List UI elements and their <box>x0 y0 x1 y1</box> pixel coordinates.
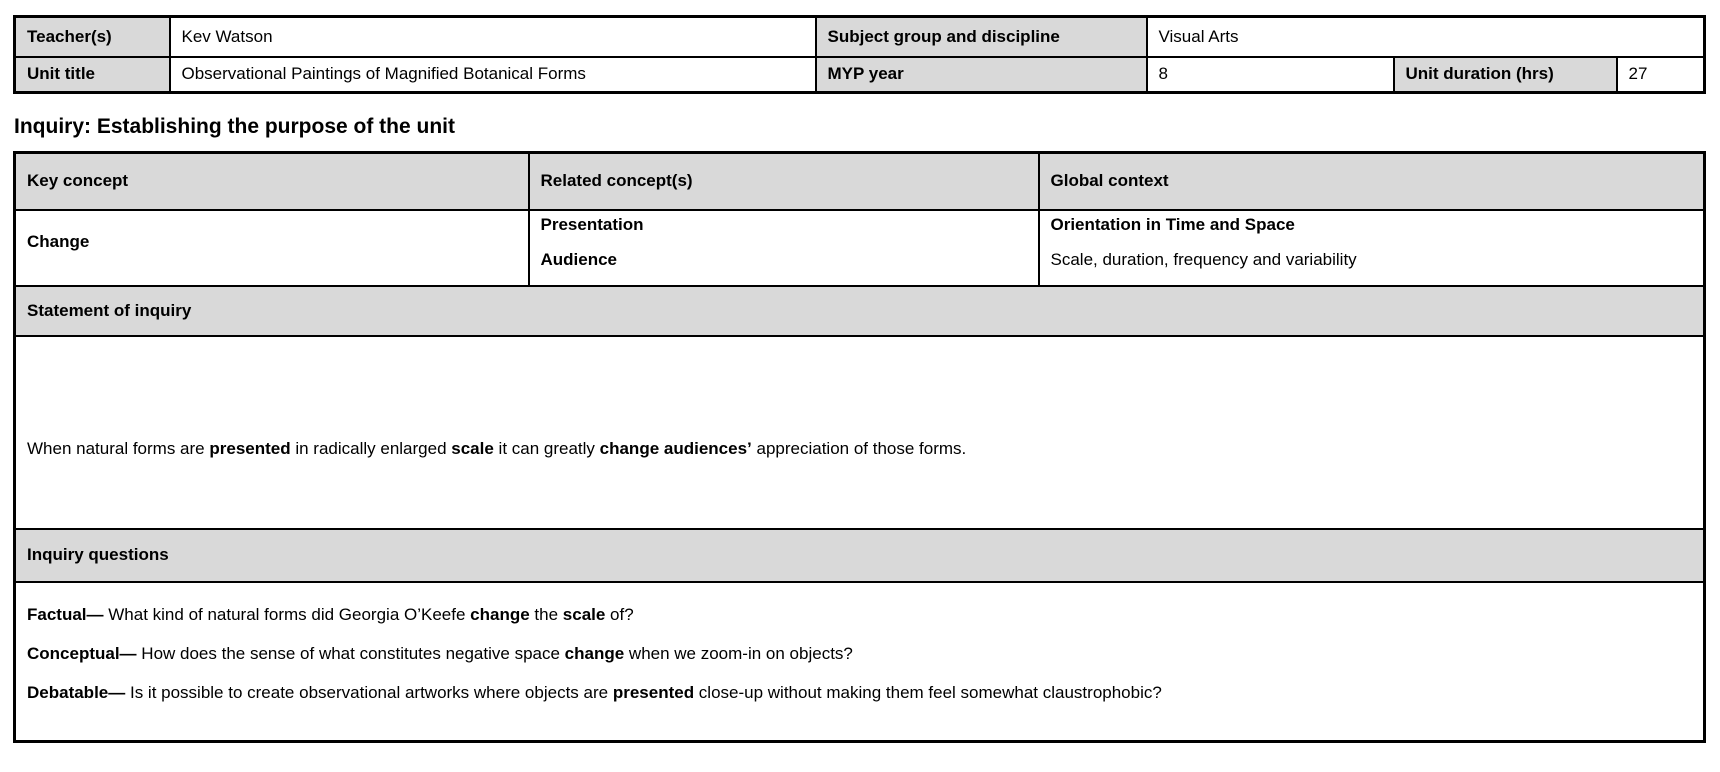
questions-row: Factual— What kind of natural forms did … <box>13 580 1706 743</box>
global-context-exploration: Scale, duration, frequency and variabili… <box>1050 249 1357 269</box>
duration-label-cell: Unit duration (hrs) <box>1392 55 1618 94</box>
factual-question: Factual— What kind of natural forms did … <box>27 604 634 624</box>
debatable-question: Debatable— Is it possible to create obse… <box>27 682 1162 702</box>
inquiry-questions-header-cell: Inquiry questions <box>13 527 1706 583</box>
teacher-value-cell: Kev Watson <box>168 15 817 58</box>
info-row-teacher: Teacher(s) Kev Watson Subject group and … <box>13 15 1706 58</box>
teacher-label-cell: Teacher(s) <box>13 15 171 58</box>
statement-of-inquiry-text: When natural forms are presented in radi… <box>27 438 967 458</box>
related-concepts-cell: Presentation Audience <box>527 208 1040 287</box>
related-concept-value: Audience <box>540 249 618 269</box>
conceptual-question: Conceptual— How does the sense of what c… <box>27 643 853 663</box>
info-row-unit-title: Unit title Observational Paintings of Ma… <box>13 55 1706 94</box>
inquiry-table: Key concept Related concept(s) Global co… <box>13 151 1706 743</box>
concept-values-row: Change Presentation Audience Orientation… <box>13 208 1706 287</box>
duration-value-cell: 27 <box>1615 55 1706 94</box>
key-concept-value: Change <box>27 232 90 251</box>
global-context-header-cell: Global context <box>1037 151 1706 211</box>
subject-value-cell: Visual Arts <box>1145 15 1706 58</box>
global-context-title: Orientation in Time and Space <box>1050 214 1295 234</box>
questions-header-row: Inquiry questions <box>13 527 1706 583</box>
key-concept-header-cell: Key concept <box>13 151 530 211</box>
section-heading: Inquiry: Establishing the purpose of the… <box>14 115 455 138</box>
unit-title-label-cell: Unit title <box>13 55 171 94</box>
related-concepts-header-cell: Related concept(s) <box>527 151 1040 211</box>
statement-of-inquiry-cell: When natural forms are presented in radi… <box>13 334 1706 530</box>
inquiry-questions-cell: Factual— What kind of natural forms did … <box>13 580 1706 743</box>
myp-year-label-cell: MYP year <box>814 55 1148 94</box>
key-concept-cell: Change <box>13 208 530 287</box>
unit-planner-document: Teacher(s) Kev Watson Subject group and … <box>13 15 1707 743</box>
myp-year-value-cell: 8 <box>1145 55 1395 94</box>
concept-header-row: Key concept Related concept(s) Global co… <box>13 151 1706 211</box>
subject-label-cell: Subject group and discipline <box>814 15 1148 58</box>
statement-row: When natural forms are presented in radi… <box>13 334 1706 530</box>
statement-of-inquiry-header-cell: Statement of inquiry <box>13 284 1706 337</box>
statement-header-row: Statement of inquiry <box>13 284 1706 337</box>
unit-info-table: Teacher(s) Kev Watson Subject group and … <box>13 15 1707 94</box>
related-concept-value: Presentation <box>540 214 644 234</box>
unit-title-value-cell: Observational Paintings of Magnified Bot… <box>168 55 817 94</box>
global-context-cell: Orientation in Time and Space Scale, dur… <box>1037 208 1706 287</box>
